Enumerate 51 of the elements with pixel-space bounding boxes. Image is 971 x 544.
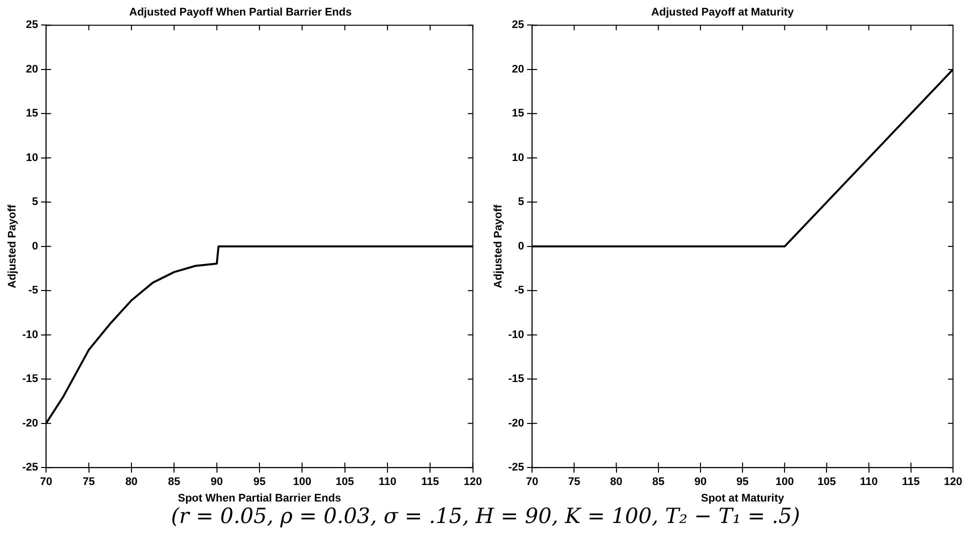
y-tick-label: 10 bbox=[512, 152, 524, 164]
x-tick-label: 75 bbox=[82, 476, 95, 488]
y-tick-label: 25 bbox=[512, 19, 524, 32]
x-tick-label: 115 bbox=[902, 476, 920, 488]
y-tick-label: 5 bbox=[518, 196, 524, 208]
x-tick-label: 110 bbox=[860, 476, 878, 488]
x-tick-label: 105 bbox=[818, 476, 836, 488]
x-tick-label: 120 bbox=[944, 476, 962, 488]
x-tick-label: 80 bbox=[610, 476, 622, 488]
chart-title: Adjusted Payoff at Maturity bbox=[651, 6, 795, 19]
x-tick-label: 75 bbox=[568, 476, 580, 488]
y-tick-label: -25 bbox=[508, 462, 524, 474]
x-tick-label: 85 bbox=[168, 476, 180, 488]
x-tick-label: 115 bbox=[421, 476, 440, 488]
y-tick-label: 15 bbox=[26, 108, 38, 120]
chart-title: Adjusted Payoff When Partial Barrier Ends bbox=[129, 6, 352, 19]
y-axis-title: Adjusted Payoff bbox=[6, 204, 19, 288]
y-tick-label: 20 bbox=[26, 63, 38, 76]
x-tick-label: 95 bbox=[253, 476, 266, 488]
x-tick-label: 100 bbox=[775, 476, 794, 488]
y-tick-label: -5 bbox=[28, 284, 38, 297]
x-tick-label: 95 bbox=[736, 476, 749, 488]
y-tick-label: -10 bbox=[508, 328, 524, 341]
y-tick-label: 25 bbox=[26, 19, 38, 32]
x-axis-title: Spot at Maturity bbox=[700, 492, 785, 504]
y-tick-label: -20 bbox=[508, 417, 524, 430]
y-tick-label: -20 bbox=[22, 417, 38, 430]
y-tick-label: -10 bbox=[22, 328, 38, 341]
x-tick-label: 70 bbox=[40, 476, 52, 488]
y-axis-title: Adjusted Payoff bbox=[492, 204, 505, 288]
x-tick-label: 110 bbox=[378, 476, 396, 488]
y-tick-label: -5 bbox=[514, 284, 524, 297]
y-tick-label: 15 bbox=[512, 108, 524, 120]
x-tick-label: 90 bbox=[210, 476, 223, 488]
x-tick-label: 85 bbox=[652, 476, 664, 488]
x-tick-label: 120 bbox=[464, 476, 482, 488]
x-tick-label: 90 bbox=[694, 476, 707, 488]
x-tick-label: 70 bbox=[526, 476, 538, 488]
y-tick-label: 10 bbox=[26, 152, 38, 164]
x-tick-label: 105 bbox=[336, 476, 354, 488]
y-tick-label: 0 bbox=[518, 240, 524, 252]
y-tick-label: -15 bbox=[22, 373, 38, 386]
y-tick-label: -25 bbox=[22, 462, 38, 474]
y-tick-label: 20 bbox=[512, 63, 524, 76]
y-tick-label: 0 bbox=[32, 240, 38, 252]
y-tick-label: -15 bbox=[508, 373, 524, 386]
text: (r = 0.05, ρ = 0.03, σ = .15, H = 90, K = 100, T₂ − T₁ = .5) bbox=[170, 504, 802, 528]
y-tick-label: 5 bbox=[32, 196, 38, 208]
x-tick-label: 80 bbox=[125, 476, 138, 488]
x-axis-title: Spot When Partial Barrier Ends bbox=[178, 492, 342, 504]
x-tick-label: 100 bbox=[292, 476, 312, 488]
